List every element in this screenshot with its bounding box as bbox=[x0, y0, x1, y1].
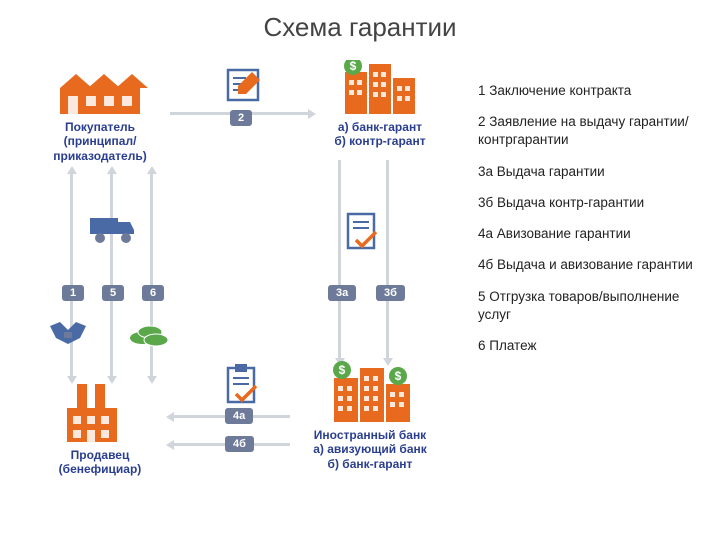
step-3b: 3б bbox=[376, 285, 405, 301]
label-text: а) авизующий банк bbox=[313, 442, 427, 456]
step-6: 6 bbox=[142, 285, 164, 301]
entity-seller-label: Продавец (бенефициар) bbox=[30, 448, 170, 477]
label-text: б) контр-гарант bbox=[334, 134, 425, 148]
diagram: 1 5 6 2 3а 3б 4а 4б Покупатель (принципа… bbox=[30, 60, 460, 530]
step-4a: 4а bbox=[225, 408, 253, 424]
arrow-1-up bbox=[67, 166, 77, 174]
legend-item: 2 Заявление на выдачу гарантии/контргара… bbox=[478, 113, 698, 149]
step-2: 2 bbox=[230, 110, 252, 126]
legend-item: 6 Платеж bbox=[478, 337, 698, 355]
arrow-5 bbox=[110, 172, 113, 378]
bank-icon: $ bbox=[310, 60, 450, 118]
legend-item: 3б Выдача контр-гарантии bbox=[478, 194, 698, 212]
clipboard-icon bbox=[222, 362, 262, 408]
page-title: Схема гарантии bbox=[0, 0, 720, 43]
arrow-3b bbox=[386, 160, 389, 360]
doc-edit-icon bbox=[222, 64, 264, 106]
svg-text:$: $ bbox=[395, 369, 402, 383]
buyer-icon bbox=[30, 60, 170, 118]
arrow-6-up bbox=[147, 166, 157, 174]
handshake-icon bbox=[46, 318, 92, 352]
label-text: а) банк-гарант bbox=[338, 120, 422, 134]
step-4b: 4б bbox=[225, 436, 254, 452]
entity-fbank: $ $ Иностранный банк а) авизующий банк б… bbox=[290, 360, 450, 471]
entity-fbank-label: Иностранный банк а) авизующий банк б) ба… bbox=[290, 428, 450, 471]
entity-bank-label: а) банк-гарант б) контр-гарант bbox=[310, 120, 450, 149]
legend: 1 Заключение контракта 2 Заявление на вы… bbox=[478, 82, 698, 368]
label-text: Покупатель bbox=[65, 120, 135, 134]
arrow-5-up bbox=[107, 166, 117, 174]
legend-item: 4б Выдача и авизование гарантии bbox=[478, 256, 698, 274]
legend-item: 5 Отгрузка товаров/выполнение услуг bbox=[478, 288, 698, 324]
svg-text:$: $ bbox=[350, 60, 357, 73]
arrow-3a bbox=[338, 160, 341, 360]
entity-bank: $ а) банк-гарант б) контр-гарант bbox=[310, 60, 450, 149]
step-3a: 3а bbox=[328, 285, 356, 301]
label-text: Иностранный банк bbox=[314, 428, 426, 442]
doc-check-icon bbox=[342, 210, 382, 254]
step-5: 5 bbox=[102, 285, 124, 301]
label-text: (бенефициар) bbox=[59, 462, 142, 476]
entity-seller: Продавец (бенефициар) bbox=[30, 380, 170, 477]
legend-item: 4a Авизование гарантии bbox=[478, 225, 698, 243]
legend-item: 1 Заключение контракта bbox=[478, 82, 698, 100]
step-1: 1 bbox=[62, 285, 84, 301]
entity-buyer-label: Покупатель (принципал/ приказодатель) bbox=[30, 120, 170, 163]
fbank-icon: $ $ bbox=[290, 360, 450, 426]
money-icon bbox=[126, 318, 172, 352]
seller-icon bbox=[30, 380, 170, 446]
legend-item: 3а Выдача гарантии bbox=[478, 163, 698, 181]
label-text: Продавец bbox=[71, 448, 130, 462]
label-text: приказодатель) bbox=[53, 149, 146, 163]
truck-icon bbox=[88, 210, 138, 248]
label-text: (принципал/ bbox=[64, 134, 137, 148]
svg-text:$: $ bbox=[339, 363, 346, 377]
label-text: б) банк-гарант bbox=[328, 457, 413, 471]
entity-buyer: Покупатель (принципал/ приказодатель) bbox=[30, 60, 170, 163]
